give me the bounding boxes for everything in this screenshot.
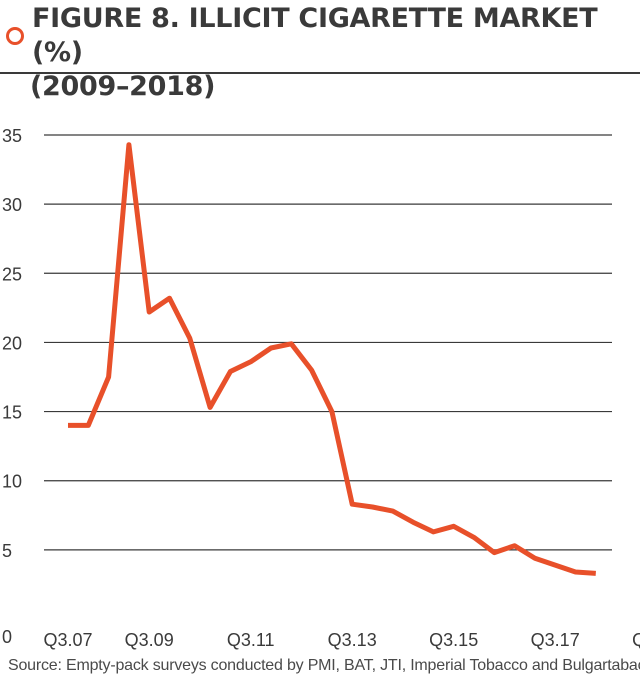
title-line-2: (2009–2018) <box>30 71 216 102</box>
title-rule <box>0 72 640 74</box>
y-tick-label-25: 25 <box>2 264 22 284</box>
x-tick-label-Q3.13: Q3.13 <box>328 630 377 650</box>
series-line-0 <box>68 142 596 576</box>
y-tick-label-10: 10 <box>2 472 22 492</box>
source-note: Source: Empty-pack surveys conducted by … <box>8 657 640 674</box>
x-tick-label-Q3.07: Q3.07 <box>43 630 92 650</box>
x-tick-label-Q3.11: Q3.11 <box>227 630 275 650</box>
y-tick-label-0: 0 <box>2 627 12 647</box>
y-tick-label-15: 15 <box>2 403 22 423</box>
x-tick-label-Q3.09: Q3.09 <box>125 630 174 650</box>
x-tick-label-Q3.19: Q3.19 <box>632 630 640 650</box>
y-tick-label-20: 20 <box>2 333 22 353</box>
x-tick-label-Q3.17: Q3.17 <box>531 630 580 650</box>
y-tick-label-5: 5 <box>2 541 12 561</box>
title-text: FIGURE 8. ILLICIT CIGARETTE MARKET (%) <box>32 3 598 68</box>
x-tick-label-Q3.15: Q3.15 <box>429 630 478 650</box>
chart-title: FIGURE 8. ILLICIT CIGARETTE MARKET (%) (… <box>6 2 636 104</box>
title-line-1: FIGURE 8. ILLICIT CIGARETTE MARKET (%) <box>6 2 636 70</box>
bullet-circle-icon <box>6 27 24 45</box>
y-tick-label-30: 30 <box>2 195 22 215</box>
y-tick-label-35: 35 <box>2 126 22 146</box>
